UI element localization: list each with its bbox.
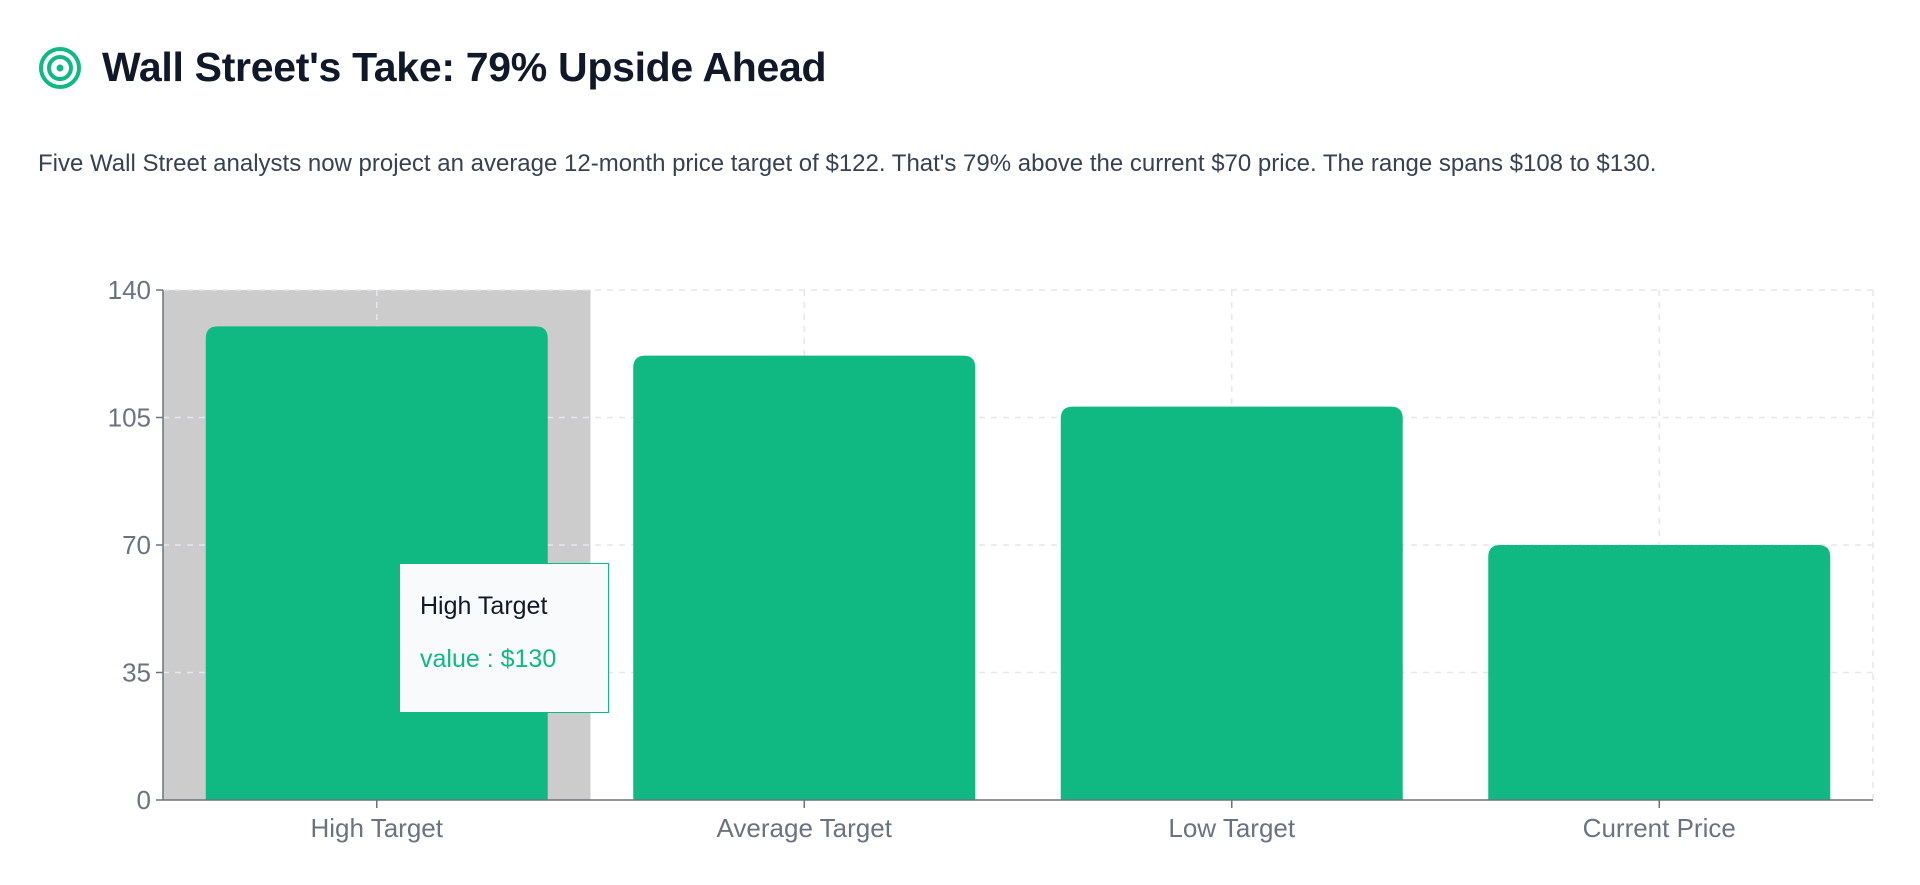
y-tick-label: 0 xyxy=(137,785,151,815)
x-tick-label: Low Target xyxy=(1168,813,1295,843)
y-tick-label: 140 xyxy=(108,275,151,305)
bar-low-target xyxy=(1060,406,1403,800)
section-description: Five Wall Street analysts now project an… xyxy=(38,150,1657,177)
section-header: Wall Street's Take: 79% Upside Ahead xyxy=(38,44,827,91)
x-tick-label: Average Target xyxy=(717,813,893,843)
bar-current-price xyxy=(1488,545,1831,800)
y-tick-label: 105 xyxy=(108,403,151,433)
chart-tooltip: High Target value : $130 xyxy=(399,563,609,713)
tooltip-value: value : $130 xyxy=(420,645,557,673)
y-tick-label: 70 xyxy=(122,530,151,560)
section-title: Wall Street's Take: 79% Upside Ahead xyxy=(102,44,827,90)
target-icon xyxy=(39,46,81,89)
x-tick-label: High Target xyxy=(311,813,444,843)
y-tick-label: 35 xyxy=(122,658,151,688)
x-tick-label: Current Price xyxy=(1583,813,1736,843)
tooltip-label: High Target xyxy=(420,592,548,620)
bar-average-target xyxy=(633,355,976,800)
